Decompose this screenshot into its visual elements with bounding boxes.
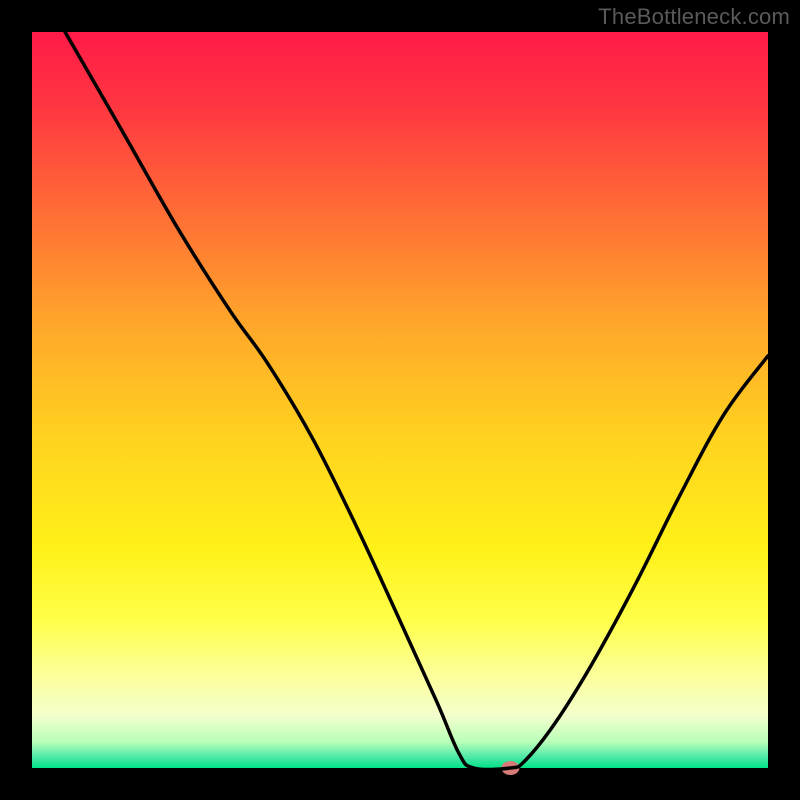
watermark-text: TheBottleneck.com bbox=[598, 4, 790, 30]
chart-frame: TheBottleneck.com bbox=[0, 0, 800, 800]
plot-background bbox=[32, 32, 768, 768]
bottleneck-chart bbox=[0, 0, 800, 800]
